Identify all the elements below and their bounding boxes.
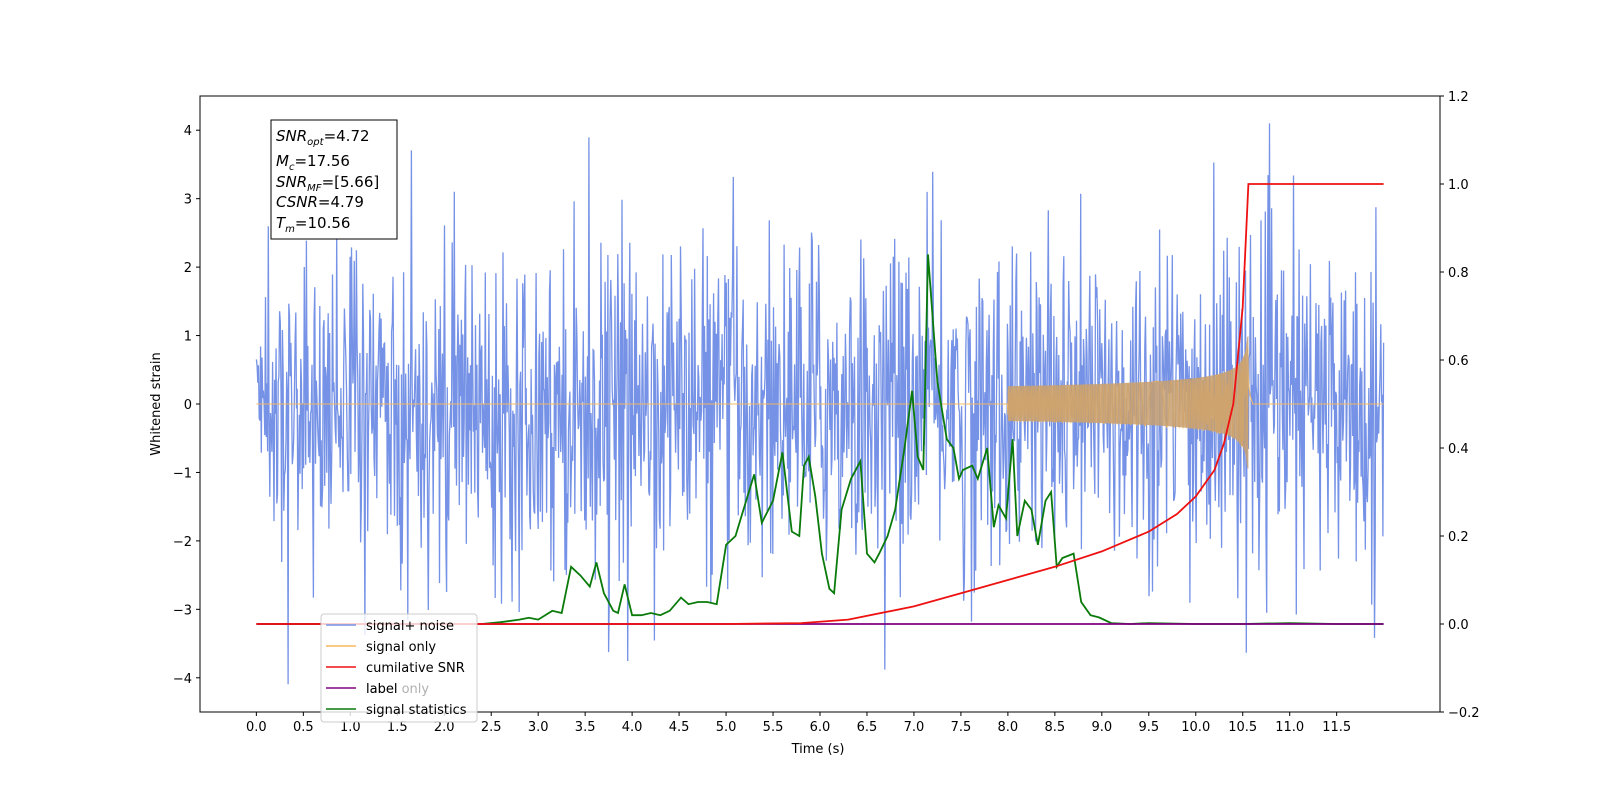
x-tick-label: 8.5 — [1045, 720, 1066, 735]
svg-text:signal+ noise: signal+ noise — [366, 619, 454, 634]
legend-item-label: label only label — [326, 682, 429, 697]
x-tick-label: 0.0 — [246, 720, 267, 735]
x-tick-label: 6.0 — [810, 720, 831, 735]
info-box: SNRopt=4.72 Mc=17.56 SNRMF=[5.66] CSNR=4… — [270, 119, 398, 240]
y-axis-right: 1.2 1.0 0.8 0.6 0.4 0.2 0.0 −0.2 — [1440, 90, 1480, 721]
info-snr-mf: SNRMF=[5.66] — [276, 173, 379, 194]
x-tick-label: 5.5 — [763, 720, 784, 735]
y2-tick-label: 0.0 — [1448, 618, 1469, 633]
x-tick-label: 6.5 — [857, 720, 878, 735]
x-tick-label: 0.5 — [293, 720, 314, 735]
x-tick-label: 7.0 — [904, 720, 925, 735]
x-tick-label: 10.0 — [1181, 720, 1210, 735]
legend-hidden-text: label only — [366, 682, 429, 697]
legend: signal+ noise signal only cumilative SNR… — [320, 613, 478, 723]
y2-tick-label: 0.6 — [1448, 354, 1469, 369]
legend-item-cumulative-snr: cumilative SNR — [326, 661, 465, 676]
y-tick-label: −4 — [173, 672, 192, 687]
x-tick-label: 7.5 — [951, 720, 972, 735]
y2-tick-label: 0.8 — [1448, 266, 1469, 281]
x-tick-label: 4.5 — [669, 720, 690, 735]
info-mc: Mc=17.56 — [276, 152, 350, 173]
svg-text:signal only: signal only — [366, 640, 436, 655]
x-tick-label: 1.5 — [387, 720, 408, 735]
x-tick-label: 3.5 — [575, 720, 596, 735]
info-csnr: CSNR=4.79 — [276, 193, 364, 211]
y-tick-label: 4 — [184, 124, 192, 139]
signal-noise-line — [255, 123, 1385, 685]
svg-text:cumilative SNR: cumilative SNR — [366, 661, 465, 676]
x-tick-label: 11.0 — [1275, 720, 1304, 735]
cumilative-snr-line — [256, 183, 1384, 625]
legend-item-signal-only: signal only — [326, 640, 436, 655]
y2-tick-label: 1.2 — [1448, 90, 1469, 105]
y-tick-label: 2 — [184, 261, 192, 276]
info-snr-opt: SNRopt=4.72 — [276, 127, 370, 148]
x-tick-label: 2.5 — [481, 720, 502, 735]
y-tick-label: 1 — [184, 330, 192, 345]
x-tick-label: 3.0 — [528, 720, 549, 735]
y-tick-label: 0 — [184, 398, 192, 413]
x-tick-label: 10.5 — [1228, 720, 1257, 735]
y-axis-left: 4 3 2 1 0 −1 −2 −3 −4 — [173, 124, 200, 687]
signal-only-series — [256, 335, 1384, 469]
y-tick-label: −1 — [173, 466, 192, 481]
x-tick-label: 8.0 — [998, 720, 1019, 735]
legend-item-signal-statistics: signal statistics — [326, 703, 467, 718]
x-tick-label: 4.0 — [622, 720, 643, 735]
y2-tick-label: 1.0 — [1448, 178, 1469, 193]
signal-statistics-line — [256, 254, 1384, 625]
legend-item-signal-noise: signal+ noise — [326, 619, 454, 634]
svg-text:label: label — [366, 682, 397, 697]
info-tm: Tm=10.56 — [276, 214, 350, 235]
x-tick-label: 2.0 — [434, 720, 455, 735]
x-axis: 0.0 0.5 1.0 1.5 2.0 2.5 3.0 3.5 4.0 4.5 5.0 5.5 6.0 6… — [246, 712, 1351, 735]
signal-noise-series — [255, 123, 1385, 685]
svg-text:signal statistics: signal statistics — [366, 703, 467, 718]
x-tick-label: 9.5 — [1138, 720, 1159, 735]
y2-tick-label: −0.2 — [1448, 706, 1480, 721]
y2-tick-label: 0.4 — [1448, 442, 1469, 457]
y-tick-label: 3 — [184, 193, 192, 208]
y2-tick-label: 0.2 — [1448, 530, 1469, 545]
x-tick-label: 5.0 — [716, 720, 737, 735]
x-axis-label: Time (s) — [791, 742, 845, 757]
signal-envelope — [1007, 335, 1249, 469]
x-tick-label: 1.0 — [340, 720, 361, 735]
y-axis-label: Whitened strain — [149, 352, 164, 455]
y-tick-label: −2 — [173, 535, 192, 550]
y-tick-label: −3 — [173, 603, 192, 618]
x-tick-label: 11.5 — [1322, 720, 1351, 735]
x-tick-label: 9.0 — [1091, 720, 1112, 735]
